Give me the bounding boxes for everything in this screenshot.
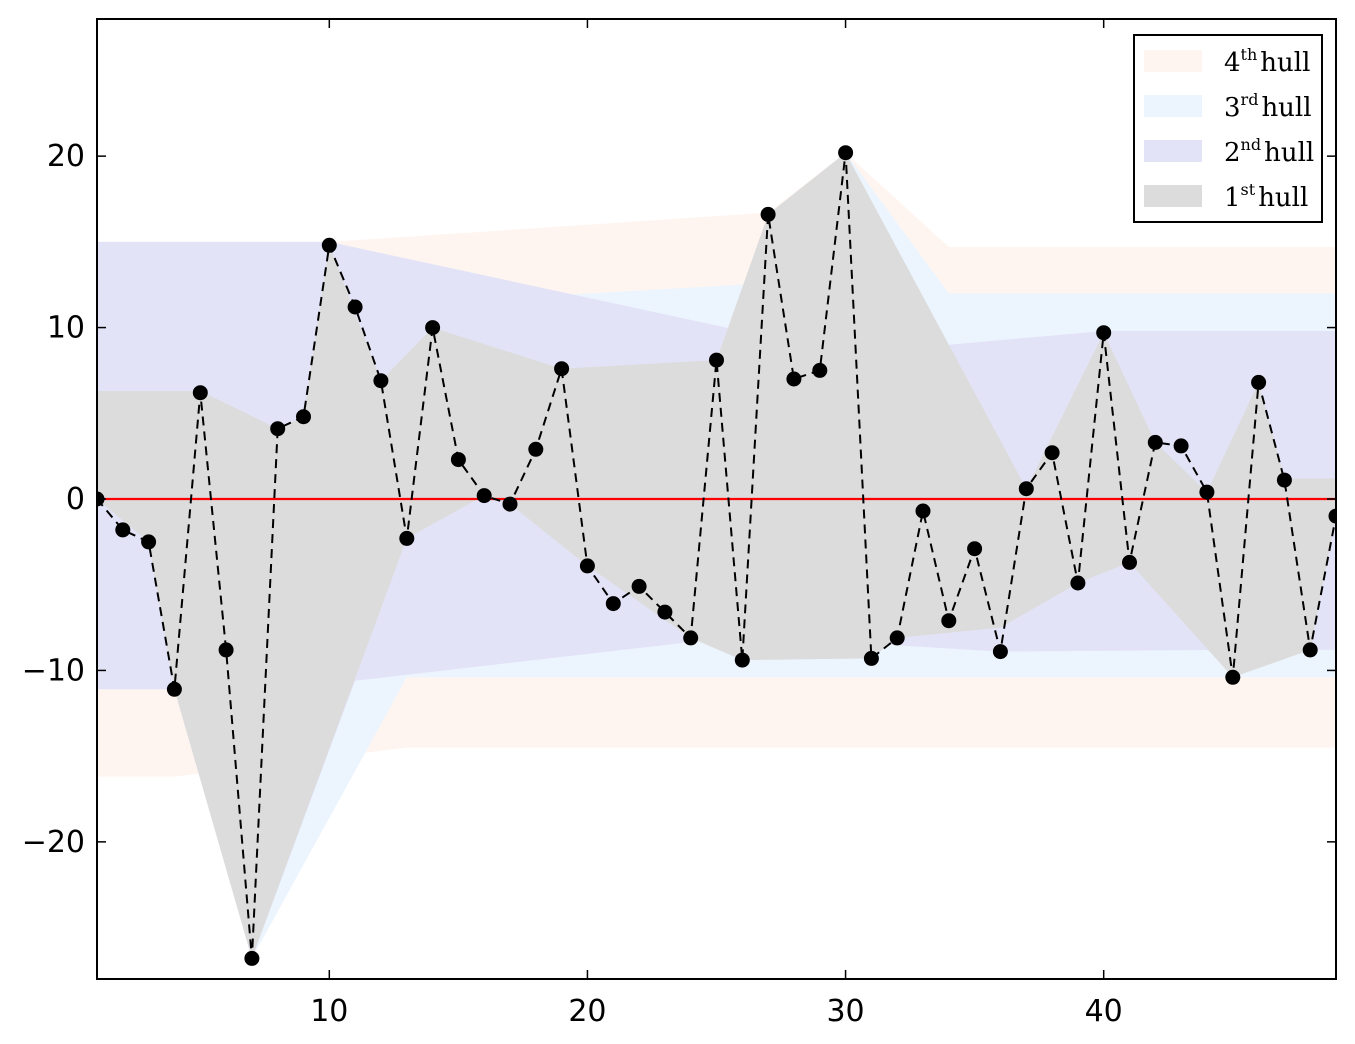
data-point xyxy=(889,630,905,646)
data-point xyxy=(1328,508,1336,524)
data-point xyxy=(115,522,131,538)
legend-swatch-1 xyxy=(1144,185,1202,207)
data-point xyxy=(1276,472,1292,488)
axis-ticks: 10 20 30 40 −20 −10 0 10 20 xyxy=(22,19,1336,1029)
legend-label-4: 4th hull xyxy=(1224,45,1310,78)
legend-swatch-2 xyxy=(1144,140,1202,162)
data-point xyxy=(1070,575,1086,591)
data-point xyxy=(915,503,931,519)
legend: 4th hull 3rd hull 2nd hull 1st hull xyxy=(1133,34,1323,223)
data-point xyxy=(683,630,699,646)
data-point xyxy=(502,496,518,512)
data-point xyxy=(967,541,983,557)
data-point xyxy=(218,642,234,658)
hull-region-1 xyxy=(97,152,1336,959)
data-point xyxy=(838,145,854,161)
data-point xyxy=(1044,445,1060,461)
legend-swatch-4 xyxy=(1144,50,1202,72)
legend-label-1: 1st hull xyxy=(1224,180,1308,213)
y-tick-label: 20 xyxy=(47,139,85,174)
x-tick-label: 10 xyxy=(310,994,348,1029)
x-tick-label: 40 xyxy=(1085,994,1123,1029)
data-series xyxy=(97,145,1336,966)
y-tick-label: 0 xyxy=(66,482,85,517)
data-point xyxy=(786,371,802,387)
data-point xyxy=(1251,374,1267,390)
y-tick-label: 10 xyxy=(47,311,85,346)
data-point xyxy=(579,558,595,574)
legend-label-2: 2nd hull xyxy=(1224,135,1314,168)
data-point xyxy=(321,237,337,253)
data-point xyxy=(941,613,957,629)
legend-label-3: 3rd hull xyxy=(1224,90,1312,123)
data-point xyxy=(1147,434,1163,450)
hull-regions xyxy=(97,152,1336,959)
data-point xyxy=(450,452,466,468)
data-point xyxy=(760,206,776,222)
data-point xyxy=(554,361,570,377)
data-point xyxy=(192,385,208,401)
data-point xyxy=(1225,669,1241,685)
y-tick-label: −20 xyxy=(22,825,85,860)
data-point xyxy=(812,362,828,378)
data-point xyxy=(296,409,311,425)
data-point xyxy=(1302,642,1318,658)
data-point xyxy=(373,373,389,389)
data-point xyxy=(1018,481,1034,497)
data-point xyxy=(1122,554,1137,570)
data-point xyxy=(425,320,441,336)
data-point xyxy=(528,441,544,457)
data-point xyxy=(1173,438,1189,454)
x-tick-label: 30 xyxy=(826,994,864,1029)
data-point xyxy=(657,604,673,620)
data-point xyxy=(476,488,492,504)
data-point xyxy=(166,681,182,697)
data-point xyxy=(1096,325,1112,341)
y-tick-label: −10 xyxy=(22,653,85,688)
data-point xyxy=(1199,484,1215,500)
data-point xyxy=(244,950,260,966)
data-point xyxy=(709,352,724,368)
data-point xyxy=(347,299,363,315)
data-point xyxy=(399,530,415,546)
data-point xyxy=(734,652,750,668)
x-tick-label: 20 xyxy=(568,994,606,1029)
data-point xyxy=(270,421,286,437)
data-point xyxy=(863,650,879,666)
data-point xyxy=(992,644,1008,660)
data-point xyxy=(141,534,157,550)
data-point xyxy=(605,596,621,612)
legend-swatch-3 xyxy=(1144,95,1202,117)
data-point xyxy=(631,578,647,594)
